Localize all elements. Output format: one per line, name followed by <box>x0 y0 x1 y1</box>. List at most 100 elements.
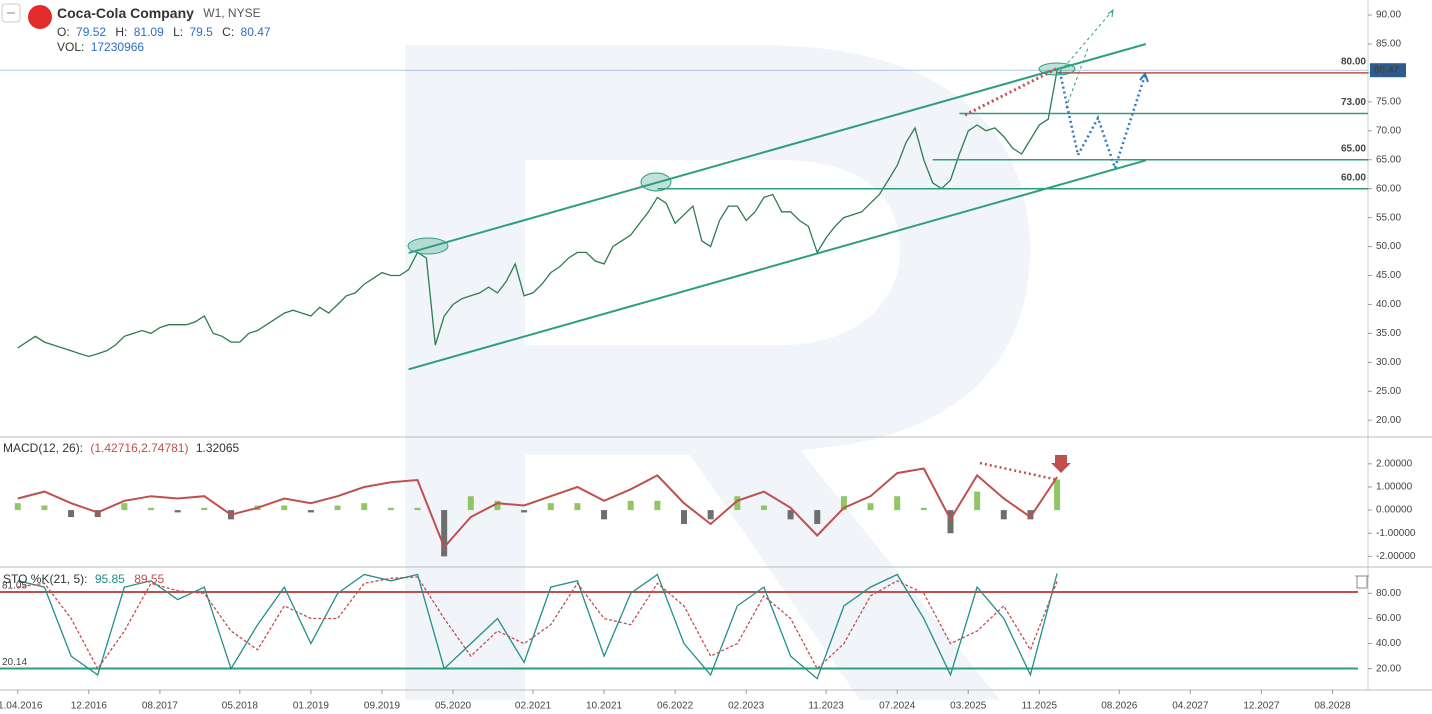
volume-value: 17230966 <box>91 40 145 54</box>
x-tick-label: 03.2025 <box>950 701 987 712</box>
y-tick-label: 0.00000 <box>1376 505 1413 516</box>
title: Coca-Cola Company <box>57 5 194 21</box>
y-tick-label: 90.00 <box>1376 10 1401 21</box>
y-tick-label: 25.00 <box>1376 386 1401 397</box>
y-tick-label: 60.00 <box>1376 613 1401 624</box>
y-tick-label: 20.00 <box>1376 415 1401 426</box>
macd-title: MACD(12, 26): <box>3 441 83 455</box>
histogram-bar <box>627 500 634 511</box>
x-tick-label: 12.2016 <box>71 701 108 712</box>
x-tick-label: 04.2027 <box>1172 701 1209 712</box>
histogram-bar <box>707 510 714 520</box>
y-tick-label: -2.00000 <box>1376 551 1416 562</box>
channel-line <box>408 159 1147 371</box>
y-tick-label: 50.00 <box>1376 241 1401 252</box>
volume-readout: VOL: 17230966 <box>57 40 144 54</box>
stoch-d-readout: 89.55 <box>134 572 164 586</box>
histogram-bar <box>281 505 288 511</box>
histogram-bar <box>201 507 208 511</box>
histogram-bar <box>920 507 927 511</box>
histogram-bar <box>441 510 448 557</box>
last-price-label: 80.47 <box>1374 65 1399 76</box>
x-tick-label: 07.2024 <box>879 701 916 712</box>
y-tick-label: 2.00000 <box>1376 458 1413 469</box>
histogram-bar <box>974 491 981 511</box>
y-tick-label: 80.00 <box>1376 588 1401 599</box>
x-tick-label: 05.2018 <box>222 701 259 712</box>
histogram-bar <box>734 496 741 511</box>
x-tick-label: 08.2017 <box>142 701 179 712</box>
band-label: 20.14 <box>2 657 27 668</box>
histogram-bar <box>94 510 101 518</box>
y-tick-label: 40.00 <box>1376 638 1401 649</box>
histogram-bar <box>414 507 421 511</box>
histogram-bar <box>494 500 501 511</box>
series-line <box>17 576 1058 670</box>
macd-header: MACD(12, 26): (1.42716,2.74781) 1.32065 <box>3 441 240 455</box>
macd-histogram-readout: 1.32065 <box>196 441 240 455</box>
annotations <box>407 8 1369 589</box>
ohlc-value: 81.09 <box>134 25 164 39</box>
histogram-bar <box>121 503 128 511</box>
macd-readout: (1.42716,2.74781) <box>90 441 188 455</box>
histogram-bar <box>787 510 794 520</box>
last-price-tag <box>1370 63 1406 78</box>
histogram-bar <box>894 496 901 511</box>
ohlc-label: H: <box>115 25 127 39</box>
subtitle: W1, NYSE <box>203 6 260 20</box>
x-tick-label: 10.2021 <box>586 701 623 712</box>
logo <box>28 5 52 29</box>
y-tick-label: 40.00 <box>1376 299 1401 310</box>
histogram-bar <box>1027 510 1034 520</box>
histogram-bar <box>467 496 474 511</box>
histogram-bar <box>681 510 687 524</box>
ohlc-value: 80.47 <box>241 25 271 39</box>
marks: 20.00 25.00 30.00 35.00 40.00 45.00 50.00 55.00… <box>0 10 1416 712</box>
ohlc-value: 79.5 <box>189 25 213 39</box>
x-tick-label: 08.2026 <box>1101 701 1138 712</box>
level-label: 60.00 <box>1341 172 1366 183</box>
level-label: 80.00 <box>1341 57 1366 68</box>
series-line <box>17 70 1058 358</box>
series-line <box>17 573 1058 680</box>
y-tick-label: 60.00 <box>1376 183 1401 194</box>
channel-line <box>408 43 1147 254</box>
stoch-header: STO %K(21, 5): 95.85 89.55 <box>3 572 165 586</box>
histogram-bar <box>174 510 181 513</box>
x-tick-label: 11.2023 <box>808 701 844 712</box>
x-tick-label: 08.2028 <box>1314 701 1351 712</box>
y-tick-label: -1.00000 <box>1376 528 1416 539</box>
y-tick-label: 35.00 <box>1376 328 1401 339</box>
header-title: Coca-Cola Company W1, NYSE <box>57 5 261 21</box>
histogram-bar <box>1054 479 1061 511</box>
histogram-bar <box>521 510 528 513</box>
histogram-bar <box>601 510 608 520</box>
histogram-bar <box>307 510 314 513</box>
histogram-bar <box>867 503 874 511</box>
x-tick-label: 11.04.2016 <box>0 701 43 712</box>
ohlc-label: O: <box>57 25 70 39</box>
y-tick-label: 30.00 <box>1376 357 1401 368</box>
histogram-bar <box>14 503 21 511</box>
histogram-bar <box>148 507 155 511</box>
y-tick-label: 65.00 <box>1376 154 1401 165</box>
histogram-bar <box>840 496 847 511</box>
y-tick-label: 85.00 <box>1376 39 1401 50</box>
stoch-title: STO %K(21, 5): <box>3 572 87 586</box>
x-tick-label: 02.2021 <box>515 701 552 712</box>
band-label: 81.05 <box>2 581 27 592</box>
x-tick-label: 06.2022 <box>657 701 694 712</box>
level-label: 65.00 <box>1341 143 1366 154</box>
ohlc-readout: O: 79.52 H: 81.09 L: 79.5 C: 80.47 <box>57 25 271 39</box>
y-tick-label: 55.00 <box>1376 212 1401 223</box>
histogram-bar <box>814 510 821 524</box>
x-tick-label: 09.2019 <box>364 701 401 712</box>
stoch-k-readout: 95.85 <box>95 572 125 586</box>
histogram-bar <box>547 503 554 511</box>
histogram-bar <box>41 505 48 511</box>
ohlc-label: C: <box>222 25 234 39</box>
histogram-bar <box>68 510 75 518</box>
y-tick-label: 1.00000 <box>1376 482 1413 493</box>
y-tick-label: 45.00 <box>1376 270 1401 281</box>
